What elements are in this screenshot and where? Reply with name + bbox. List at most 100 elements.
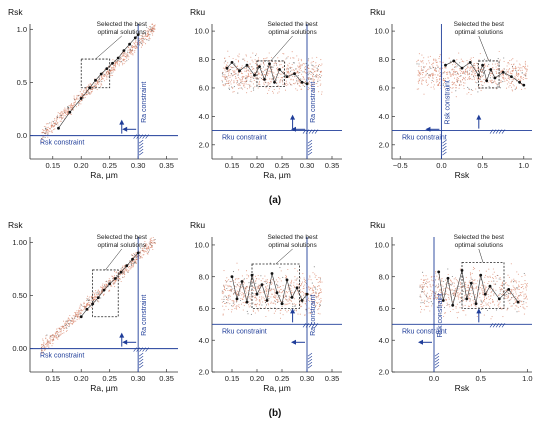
background-point bbox=[438, 79, 441, 81]
background-point bbox=[455, 87, 457, 89]
background-point bbox=[462, 76, 464, 78]
background-point bbox=[248, 293, 250, 295]
background-point bbox=[227, 302, 229, 304]
background-point bbox=[315, 288, 317, 290]
background-point bbox=[86, 295, 89, 297]
background-point bbox=[439, 289, 441, 291]
background-point bbox=[111, 67, 113, 69]
background-point bbox=[102, 283, 104, 285]
background-point bbox=[473, 288, 475, 290]
background-point bbox=[510, 81, 513, 83]
background-point bbox=[140, 257, 142, 259]
background-point bbox=[431, 73, 433, 75]
background-point bbox=[238, 83, 240, 85]
background-point bbox=[459, 300, 461, 303]
background-point bbox=[83, 89, 85, 91]
background-point bbox=[488, 302, 490, 304]
background-point bbox=[72, 319, 74, 321]
background-point bbox=[294, 276, 296, 278]
background-point bbox=[428, 77, 430, 79]
background-point bbox=[64, 110, 66, 112]
background-point bbox=[52, 339, 54, 341]
constraint-arrowhead bbox=[290, 114, 296, 120]
background-point bbox=[425, 278, 427, 281]
background-point bbox=[136, 47, 138, 49]
background-point bbox=[270, 56, 273, 59]
background-point bbox=[437, 286, 439, 288]
background-point bbox=[87, 84, 90, 86]
background-point bbox=[264, 299, 266, 301]
background-point bbox=[456, 70, 458, 73]
background-point bbox=[100, 286, 102, 289]
background-point bbox=[480, 299, 482, 301]
background-point bbox=[150, 242, 152, 244]
background-point bbox=[313, 302, 315, 304]
background-point bbox=[266, 82, 268, 84]
background-point bbox=[524, 88, 526, 90]
background-point bbox=[254, 275, 257, 277]
background-point bbox=[59, 330, 61, 332]
background-point bbox=[521, 69, 523, 71]
background-point bbox=[502, 81, 504, 83]
background-point bbox=[147, 28, 149, 30]
background-point bbox=[457, 79, 459, 81]
background-point bbox=[435, 291, 437, 293]
background-point bbox=[276, 301, 278, 303]
optimal-point bbox=[275, 291, 279, 294]
background-point bbox=[233, 301, 235, 303]
background-point bbox=[512, 79, 515, 81]
background-point bbox=[425, 295, 427, 297]
background-point bbox=[261, 298, 263, 300]
background-point bbox=[439, 61, 441, 63]
background-point bbox=[141, 37, 143, 39]
background-point bbox=[318, 63, 320, 66]
background-point bbox=[439, 82, 441, 84]
background-point bbox=[452, 294, 455, 296]
background-point bbox=[498, 84, 500, 86]
background-point bbox=[277, 281, 279, 283]
background-point bbox=[297, 65, 299, 67]
background-point bbox=[263, 84, 265, 86]
background-point bbox=[479, 276, 481, 278]
x-axis-label: Ra, µm bbox=[90, 170, 118, 180]
background-point bbox=[239, 299, 242, 302]
background-point bbox=[454, 63, 456, 65]
background-point bbox=[495, 283, 497, 285]
background-point bbox=[471, 278, 473, 280]
background-point bbox=[295, 88, 297, 90]
background-point bbox=[418, 79, 420, 81]
background-point bbox=[500, 81, 502, 83]
background-point bbox=[509, 293, 512, 295]
background-point bbox=[480, 70, 482, 73]
background-point bbox=[462, 310, 464, 312]
background-point bbox=[242, 302, 244, 304]
background-point bbox=[476, 315, 478, 318]
background-point bbox=[438, 285, 440, 287]
background-point bbox=[234, 279, 236, 281]
background-point bbox=[292, 303, 294, 306]
background-point bbox=[104, 286, 106, 288]
background-point bbox=[274, 300, 276, 302]
background-point bbox=[487, 65, 489, 67]
background-point bbox=[426, 285, 428, 287]
background-point bbox=[73, 318, 75, 320]
background-point bbox=[268, 87, 270, 90]
background-point bbox=[432, 303, 434, 305]
background-point bbox=[266, 73, 268, 75]
background-point bbox=[470, 89, 472, 91]
background-point bbox=[260, 77, 263, 79]
background-point bbox=[310, 308, 312, 311]
background-point bbox=[420, 68, 423, 70]
background-point bbox=[266, 280, 268, 282]
optimal-point bbox=[437, 270, 441, 274]
background-point bbox=[246, 92, 248, 94]
background-point bbox=[54, 128, 56, 130]
background-point bbox=[294, 82, 296, 84]
background-point bbox=[431, 64, 433, 66]
background-point bbox=[254, 312, 256, 314]
background-point bbox=[289, 72, 291, 74]
background-point bbox=[232, 306, 234, 308]
background-point bbox=[124, 61, 126, 63]
background-point bbox=[458, 52, 460, 54]
constraint-label: Ra constraint bbox=[141, 82, 148, 123]
